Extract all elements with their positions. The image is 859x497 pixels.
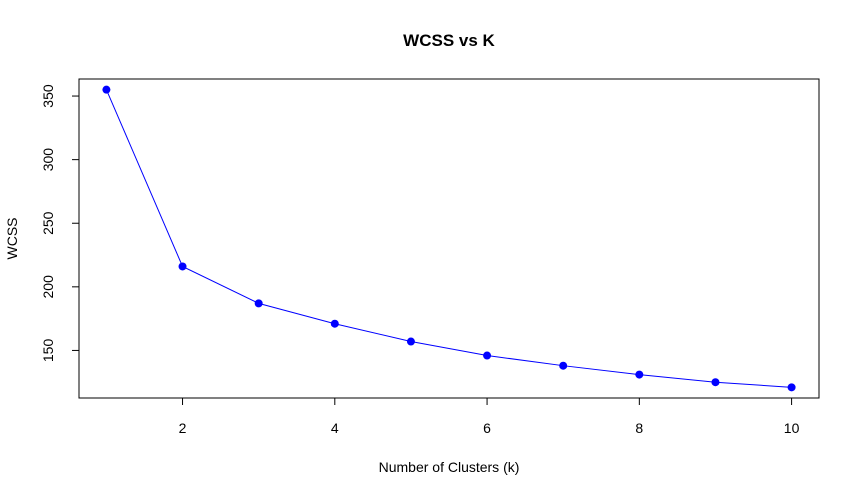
y-axis-label: WCSS: [4, 218, 20, 260]
data-point: [330, 319, 339, 328]
y-tick-label: 200: [40, 275, 56, 299]
data-point: [559, 361, 568, 370]
data-point: [406, 337, 415, 346]
y-tick-label: 250: [40, 211, 56, 235]
plot-frame: [78, 78, 820, 399]
data-point: [635, 370, 644, 379]
data-point: [178, 262, 187, 271]
data-point: [787, 383, 796, 392]
x-tick-label: 6: [483, 420, 491, 436]
data-point: [483, 351, 492, 360]
x-tick-label: 10: [784, 420, 800, 436]
series-line: [105, 89, 792, 388]
y-tick-label: 350: [40, 84, 56, 108]
x-axis-label: Number of Clusters (k): [379, 459, 520, 475]
x-tick-label: 4: [331, 420, 339, 436]
series-lines: [105, 89, 792, 388]
x-tick-label: 2: [179, 420, 187, 436]
data-point: [711, 378, 720, 387]
x-axis: 2 4 6 8 10: [179, 398, 800, 436]
chart-title: WCSS vs K: [403, 31, 495, 50]
y-tick-label: 300: [40, 148, 56, 172]
y-axis: 150 200 250 300 350: [40, 84, 79, 362]
data-points: [102, 85, 796, 392]
data-point: [254, 299, 263, 308]
y-tick-label: 150: [40, 339, 56, 363]
data-point: [102, 85, 111, 94]
x-tick-label: 8: [635, 420, 643, 436]
